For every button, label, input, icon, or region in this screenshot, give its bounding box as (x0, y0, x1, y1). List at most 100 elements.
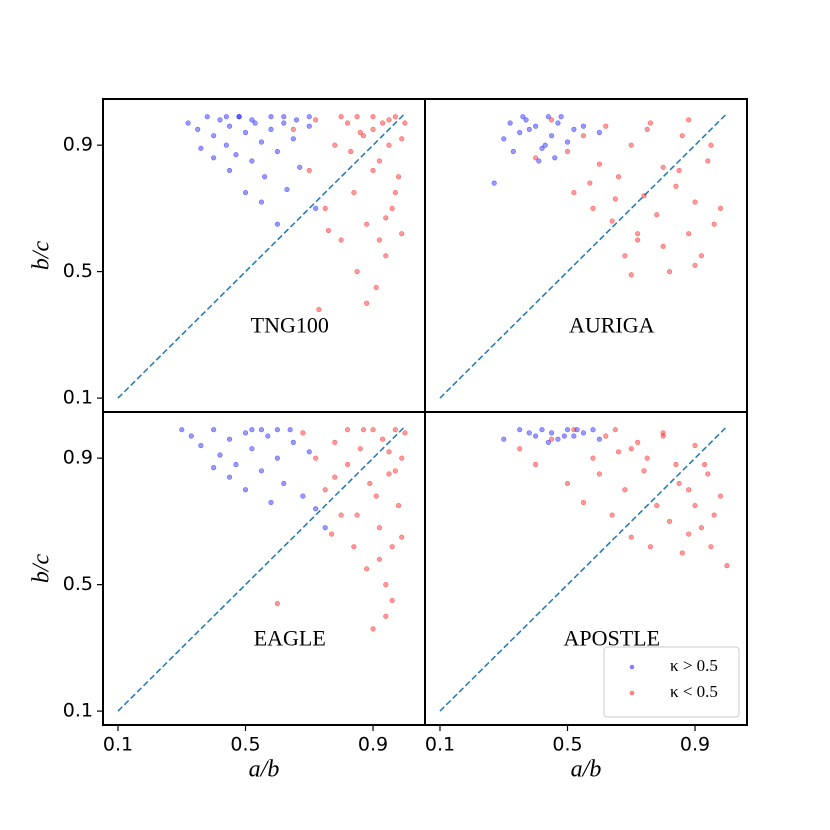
point (647, 120, 654, 126)
point (322, 525, 328, 531)
point (354, 114, 360, 120)
point (580, 123, 587, 129)
point (395, 174, 402, 180)
point (555, 436, 561, 442)
point (596, 161, 602, 167)
point (564, 427, 571, 433)
point (654, 502, 660, 509)
point (223, 142, 229, 148)
point (561, 433, 567, 439)
point (226, 436, 233, 442)
point (533, 155, 539, 161)
point (383, 613, 389, 619)
point (615, 174, 622, 180)
point (580, 499, 587, 506)
point (274, 600, 280, 607)
point (711, 221, 717, 227)
y-axis-label: b/c (29, 553, 55, 583)
point (666, 518, 673, 524)
point (233, 152, 239, 158)
point (644, 126, 650, 132)
point (332, 439, 338, 445)
point (344, 461, 351, 468)
point (274, 221, 280, 227)
y-tick-label: 0.5 (63, 573, 93, 595)
point (392, 427, 398, 433)
point (376, 556, 383, 562)
point (211, 427, 217, 433)
point (641, 468, 647, 474)
point (328, 531, 335, 537)
point (596, 129, 602, 136)
point (523, 117, 529, 123)
point (717, 493, 724, 499)
point (392, 468, 398, 474)
point (517, 446, 523, 452)
point (383, 253, 389, 259)
point (552, 155, 558, 161)
y-tick-label: 0.1 (63, 700, 93, 722)
point (313, 506, 319, 512)
point (548, 430, 555, 436)
panel-title: TNG100 (251, 313, 329, 338)
point (587, 180, 593, 186)
point (281, 120, 287, 126)
point (395, 502, 402, 509)
point (628, 534, 634, 540)
point (274, 148, 280, 155)
point (564, 480, 571, 487)
point (354, 512, 360, 518)
point (622, 253, 628, 259)
point (274, 427, 280, 433)
y-tick-label: 0.1 (63, 387, 93, 409)
legend-marker (629, 664, 635, 670)
point (223, 114, 229, 120)
point (281, 480, 287, 487)
point (402, 120, 408, 126)
point (258, 468, 265, 474)
point (686, 117, 692, 123)
point (609, 512, 615, 518)
point (262, 174, 268, 180)
point (580, 430, 587, 436)
point (596, 471, 602, 477)
point (373, 493, 379, 499)
point (364, 221, 370, 227)
point (306, 449, 312, 455)
point (536, 158, 542, 164)
point (360, 133, 367, 139)
point (383, 582, 389, 588)
point (306, 167, 312, 174)
point (281, 114, 287, 120)
point (284, 186, 290, 193)
point (306, 123, 312, 129)
x-tick-label: 0.1 (425, 734, 455, 756)
point (590, 427, 596, 433)
point (571, 189, 577, 196)
point (287, 427, 293, 433)
point (198, 442, 204, 449)
point (300, 493, 306, 499)
point (679, 550, 685, 556)
point (386, 449, 392, 455)
point (242, 430, 249, 436)
y-axis-label: b/c (29, 240, 55, 270)
point (545, 439, 551, 445)
point (701, 461, 708, 468)
point (698, 253, 705, 259)
point (233, 461, 239, 468)
point (564, 148, 571, 155)
point (676, 480, 682, 487)
point (692, 199, 698, 205)
point (673, 461, 679, 468)
point (313, 455, 319, 461)
point (692, 262, 698, 268)
reference-line (439, 426, 728, 712)
point (195, 126, 201, 132)
point (501, 136, 507, 142)
reference-line (117, 113, 406, 399)
point (622, 487, 628, 493)
point (217, 452, 223, 458)
point (558, 114, 564, 120)
point (692, 502, 698, 509)
